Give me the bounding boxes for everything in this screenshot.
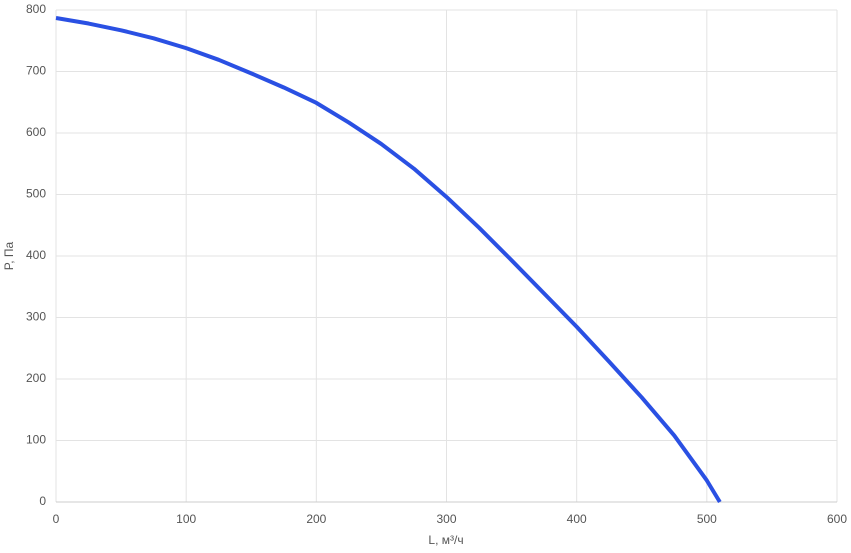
y-tick-label: 700 — [26, 64, 46, 78]
y-tick-label: 600 — [26, 125, 46, 139]
x-tick-label: 100 — [176, 512, 196, 526]
x-tick-label: 600 — [827, 512, 847, 526]
y-tick-label: 100 — [26, 433, 46, 447]
x-tick-label: 500 — [697, 512, 717, 526]
x-tick-label: 200 — [306, 512, 326, 526]
line-series — [55, 16, 722, 504]
y-tick-label: 400 — [26, 248, 46, 262]
y-tick-label: 0 — [39, 494, 46, 508]
x-axis-label: L, м³/ч — [428, 533, 463, 547]
x-tick-label: 0 — [53, 512, 60, 526]
x-tick-label: 300 — [436, 512, 456, 526]
y-tick-label: 200 — [26, 371, 46, 385]
y-tick-label: 300 — [26, 310, 46, 324]
y-tick-label: 500 — [26, 187, 46, 201]
x-tick-label: 400 — [567, 512, 587, 526]
y-tick-label: 800 — [26, 2, 46, 16]
y-axis-label: P, Па — [2, 241, 16, 270]
